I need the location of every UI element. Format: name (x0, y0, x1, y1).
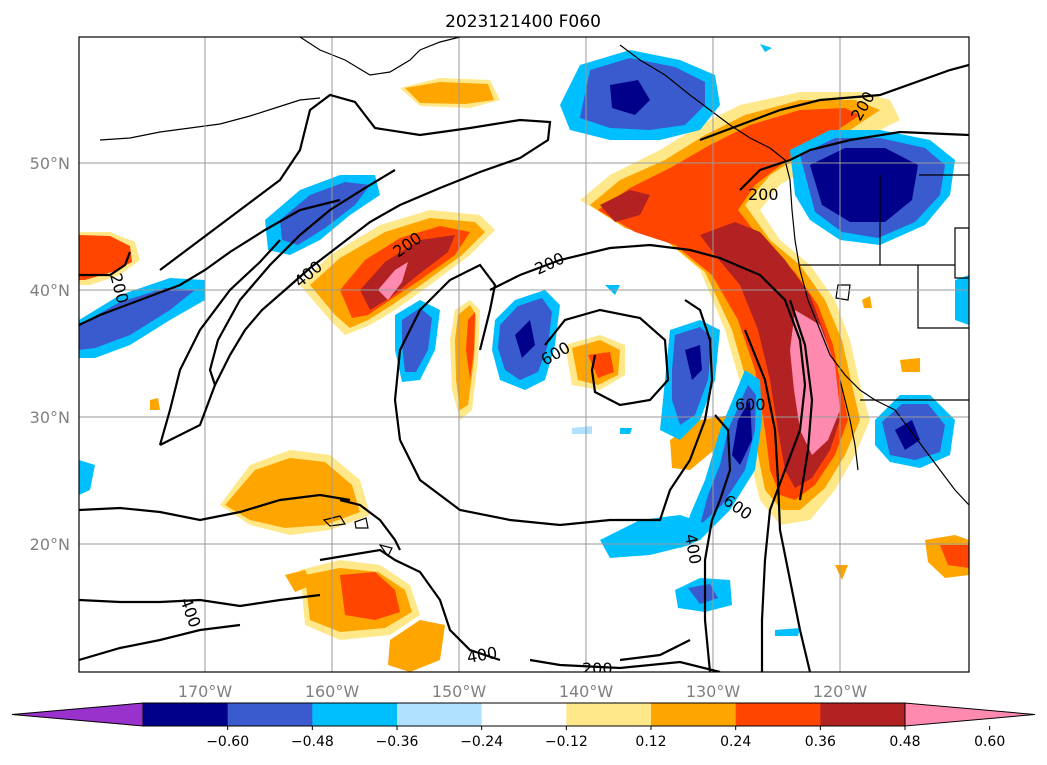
colorbar-tick-label: 0.24 (720, 734, 751, 750)
map-frame (78, 36, 970, 673)
latitude-tick-labels: 20°N 30°N 40°N 50°N (30, 154, 70, 554)
colorbar-segment (227, 703, 313, 726)
lon-tick-label: 140°W (559, 682, 614, 701)
colorbar-extend-low (11, 702, 144, 727)
lon-tick-label: 160°W (305, 682, 360, 701)
colorbar-segment (651, 703, 737, 726)
colorbar-segment (566, 703, 652, 726)
colorbar-segment (312, 703, 398, 726)
colorbar-tick-label: 0.12 (635, 734, 666, 750)
colorbar-segment (820, 703, 906, 726)
lon-tick-label: 150°W (432, 682, 487, 701)
colorbar-segment (143, 703, 229, 726)
lat-tick-label: 40°N (30, 281, 70, 300)
lon-tick-label: 130°W (686, 682, 741, 701)
colorbar-tick-label: 0.48 (889, 734, 920, 750)
colorbar-segment (397, 703, 483, 726)
lon-tick-label: 170°W (178, 682, 233, 701)
colorbar-outline (142, 702, 906, 727)
colorbar-extend-high (904, 702, 1036, 727)
contour-label: 600 (735, 395, 766, 414)
lat-tick-label: 30°N (30, 408, 70, 427)
contour-label: 200 (582, 659, 613, 678)
colorbar-tick-label: 0.36 (805, 734, 836, 750)
contour-label: 200 (748, 185, 779, 204)
positive-shading (79, 78, 969, 672)
coastlines (99, 37, 969, 558)
colorbar-segment (735, 703, 821, 726)
lat-tick-label: 50°N (30, 154, 70, 173)
colorbar: −0.60 −0.48 −0.36 −0.24 −0.12 0.12 0.24 0.36 0.4… (11, 702, 1036, 750)
negative-shading (79, 44, 969, 636)
contour-lines (79, 63, 969, 672)
map-panel: 200 200 200 200 200 400 400 400 400 600 … (79, 37, 969, 678)
colorbar-tick-label: −0.24 (460, 734, 503, 750)
colorbar-tick-label: −0.48 (291, 734, 334, 750)
lat-tick-label: 20°N (30, 535, 70, 554)
colorbar-tick-label: −0.12 (545, 734, 588, 750)
colorbar-tick-label: −0.36 (376, 734, 419, 750)
colorbar-tick-label: 0.60 (974, 734, 1005, 750)
map-title: 2023121400 F060 (445, 12, 601, 32)
colorbar-segment (481, 703, 567, 726)
lon-tick-label: 120°W (813, 682, 868, 701)
colorbar-tick-label: −0.60 (206, 734, 249, 750)
longitude-tick-labels: 170°W 160°W 150°W 140°W 130°W 120°W (178, 682, 868, 701)
